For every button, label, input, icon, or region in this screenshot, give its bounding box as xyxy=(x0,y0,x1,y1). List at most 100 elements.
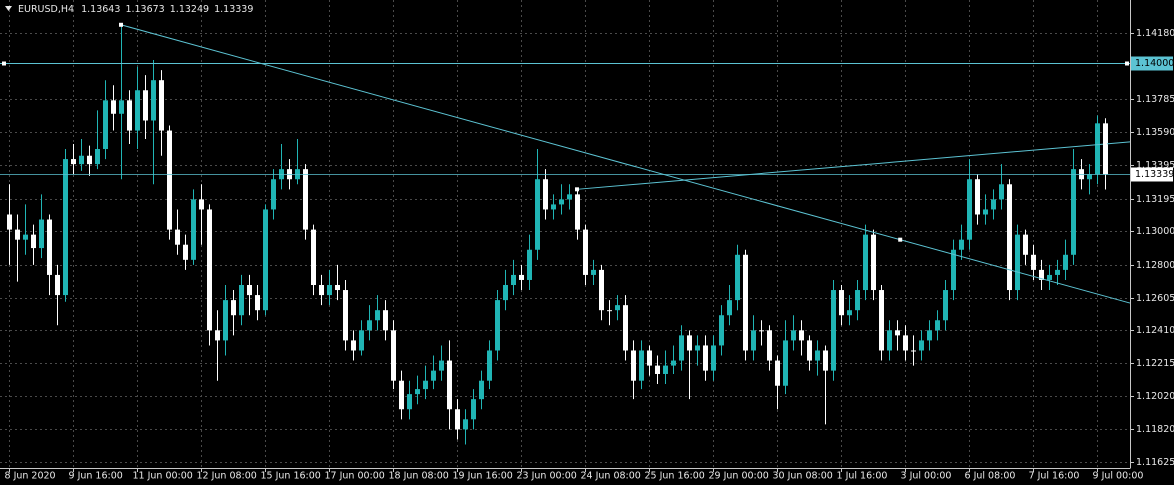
candle-body xyxy=(551,204,556,210)
candle-body xyxy=(615,305,620,311)
candle-body xyxy=(895,330,900,336)
candle-body xyxy=(63,159,68,296)
candle-body xyxy=(367,320,372,331)
chart-header: EURUSD,H4 1.13643 1.13673 1.13249 1.1333… xyxy=(18,4,253,15)
x-tick-label: 17 Jun 00:00 xyxy=(325,471,385,482)
candle-body xyxy=(1039,269,1044,280)
candle-body xyxy=(967,179,972,240)
candle-body xyxy=(207,209,212,331)
header-open: 1.13643 xyxy=(81,4,120,15)
candle-body xyxy=(151,80,156,121)
candle-body xyxy=(135,90,140,131)
candle-body xyxy=(7,214,12,230)
header-high: 1.13673 xyxy=(125,4,164,15)
candle-body xyxy=(79,155,84,165)
candle-body xyxy=(903,335,908,351)
menu-triangle[interactable] xyxy=(5,6,12,11)
y-tick-label: 1.13785 xyxy=(1136,94,1174,105)
candle-body xyxy=(423,380,428,390)
x-tick-label: 9 Jul 00:00 xyxy=(1093,471,1144,482)
candle-body xyxy=(759,330,764,332)
candle-body xyxy=(311,229,316,286)
candle-body xyxy=(255,295,260,311)
candle-body xyxy=(839,290,844,316)
candle-body xyxy=(159,80,164,131)
candle-body xyxy=(463,419,468,430)
candle-body xyxy=(455,409,460,430)
x-tick-label: 19 Jun 16:00 xyxy=(453,471,513,482)
y-tick-label: 1.12215 xyxy=(1136,358,1174,369)
candle-body xyxy=(703,345,708,371)
candle-body xyxy=(1031,254,1036,270)
symbol: EURUSD,H4 xyxy=(18,4,74,15)
candle-body xyxy=(335,285,340,291)
candle-body xyxy=(327,285,332,296)
candle-body xyxy=(751,330,756,351)
candle-body xyxy=(15,229,20,240)
candle-body xyxy=(687,335,692,351)
candle-body xyxy=(519,274,524,280)
plot-layer xyxy=(0,0,1131,468)
y-tick-label: 1.12020 xyxy=(1136,391,1174,402)
candle-body xyxy=(399,380,404,410)
candle-body xyxy=(735,254,740,301)
candle-body xyxy=(167,130,172,230)
x-tick-label: 23 Jun 00:00 xyxy=(517,471,577,482)
candle-body xyxy=(975,179,980,215)
candle-body xyxy=(647,350,652,366)
x-tick-label: 24 Jun 08:00 xyxy=(581,471,641,482)
level-anchor xyxy=(1125,61,1129,66)
candle-body xyxy=(447,360,452,410)
x-tick-label: 29 Jun 00:00 xyxy=(709,471,769,482)
candle-body xyxy=(823,350,828,371)
price-label-box xyxy=(1131,167,1173,182)
candle-body xyxy=(143,90,148,121)
candle-body xyxy=(559,199,564,205)
candle-body xyxy=(263,209,268,311)
candle-body xyxy=(119,100,124,114)
header-close: 1.13339 xyxy=(214,4,253,15)
candle-body xyxy=(943,290,948,321)
candle-body xyxy=(223,300,228,341)
level-label: 1.14000 xyxy=(1135,58,1174,69)
candle-body xyxy=(1015,234,1020,291)
y-tick-label: 1.12800 xyxy=(1136,260,1174,271)
trend-anchor xyxy=(119,22,123,27)
price-label: 1.13339 xyxy=(1135,169,1174,180)
candle-body xyxy=(951,249,956,291)
candle-body xyxy=(575,194,580,230)
x-tick-label: 25 Jun 16:00 xyxy=(645,471,705,482)
candle-body xyxy=(679,335,684,361)
candle-body xyxy=(175,229,180,245)
candle-body xyxy=(543,179,548,210)
candle-body xyxy=(935,320,940,331)
x-tick-label: 18 Jun 08:00 xyxy=(389,471,449,482)
candle-body xyxy=(303,169,308,230)
candle-body xyxy=(215,330,220,341)
x-tick-label: 6 Jul 08:00 xyxy=(965,471,1016,482)
candle-body xyxy=(351,340,356,351)
candle-body xyxy=(655,365,660,374)
x-tick-label: 7 Jul 16:00 xyxy=(1029,471,1080,482)
candle-body xyxy=(527,249,532,280)
y-tick-label: 1.11820 xyxy=(1136,424,1174,435)
candle-body xyxy=(375,310,380,321)
y-tick-label: 1.12410 xyxy=(1136,325,1174,336)
trend-anchor xyxy=(1103,141,1107,146)
candle-body xyxy=(863,234,868,291)
candle-body xyxy=(1007,184,1012,291)
candle-body xyxy=(391,330,396,381)
candle-body xyxy=(407,394,412,410)
candle-body xyxy=(711,345,716,371)
y-tick-label: 1.13590 xyxy=(1136,127,1174,138)
x-tick-label: 30 Jun 08:00 xyxy=(773,471,833,482)
candle-body xyxy=(383,310,388,331)
candle-body xyxy=(271,179,276,210)
candle-body xyxy=(567,194,572,200)
y-tick-label: 1.14180 xyxy=(1136,28,1174,39)
candle-body xyxy=(887,330,892,351)
candle-body xyxy=(727,300,732,316)
candle-body xyxy=(927,330,932,341)
candle-body xyxy=(1087,174,1092,180)
